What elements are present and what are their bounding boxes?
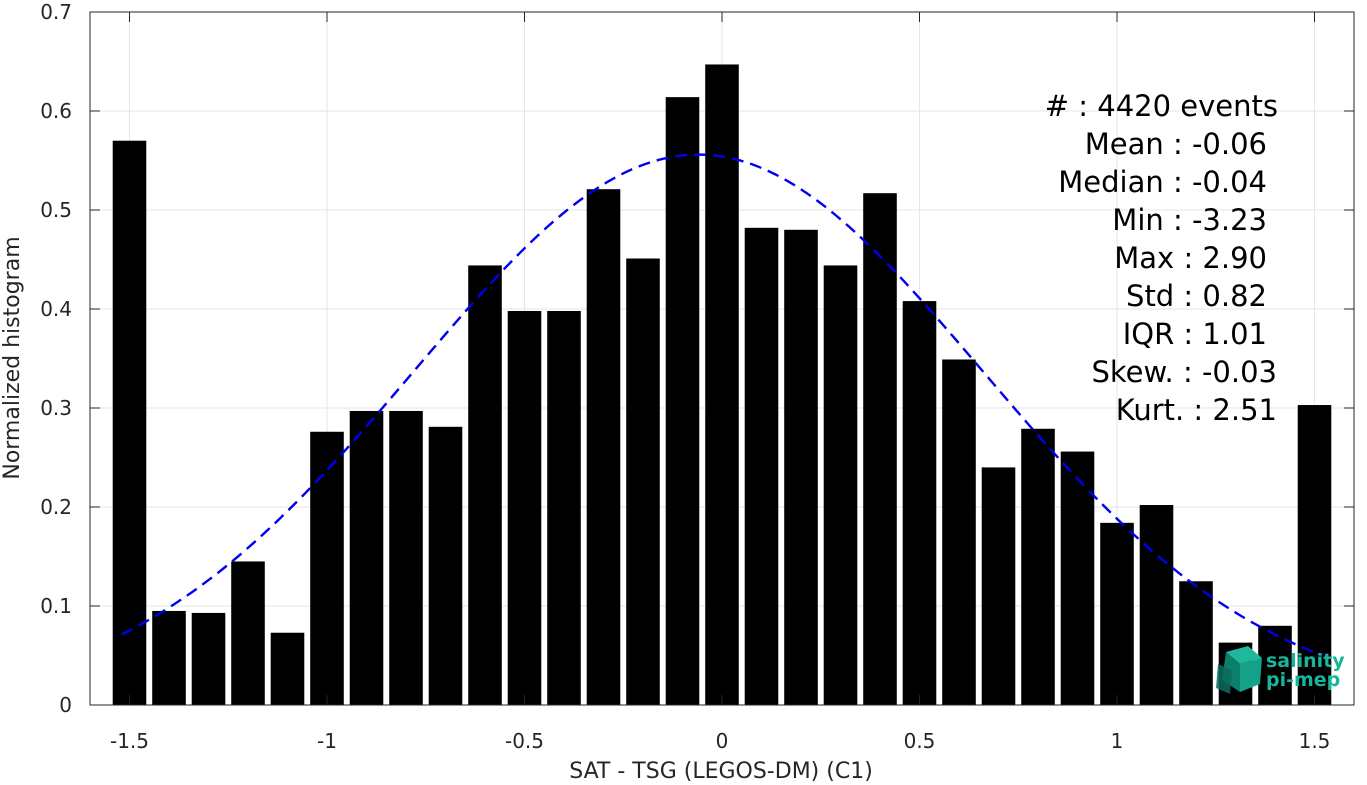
y-tick-label: 0.2 xyxy=(40,495,72,519)
y-tick-label: 0 xyxy=(59,693,72,717)
histogram-bar xyxy=(468,265,502,705)
histogram-bar xyxy=(744,227,779,705)
x-tick-label: -1 xyxy=(317,729,337,753)
histogram-bar xyxy=(112,140,147,705)
x-axis-label: SAT - TSG (LEGOS-DM) (C1) xyxy=(569,759,873,784)
x-tick-label: 1 xyxy=(1111,729,1124,753)
histogram-bar xyxy=(389,410,423,705)
stat-line: IQR : 1.01 xyxy=(1123,317,1267,351)
histogram-bar xyxy=(1060,451,1095,705)
stat-line: # : 4420 events xyxy=(1045,89,1278,123)
x-tick-label: -1.5 xyxy=(110,729,149,753)
stat-line: Min : -3.23 xyxy=(1112,203,1267,237)
histogram-bar xyxy=(1179,581,1213,705)
histogram-bar xyxy=(863,193,897,706)
histogram-bar xyxy=(428,426,463,705)
gaussian-fit-curve xyxy=(121,153,1323,657)
histogram-bar xyxy=(231,561,265,705)
histogram-bar xyxy=(981,467,1016,705)
stat-line: Mean : -0.06 xyxy=(1085,127,1267,161)
histogram-bar xyxy=(665,97,700,705)
histogram-bar xyxy=(270,632,305,705)
histogram-bar xyxy=(1297,405,1332,705)
logo-line2: pi-mep xyxy=(1266,669,1340,691)
histogram-bar xyxy=(1021,428,1055,705)
logo-line1: salinity xyxy=(1266,650,1345,672)
y-tick-label: 0.7 xyxy=(40,0,72,24)
histogram-bar xyxy=(191,612,226,705)
y-tick-label: 0.6 xyxy=(40,99,72,123)
histogram-bar xyxy=(547,310,581,705)
histogram-bar xyxy=(942,359,976,705)
y-tick-label: 0.5 xyxy=(40,198,72,222)
y-tick-label: 0.4 xyxy=(40,297,72,321)
stat-line: Median : -0.04 xyxy=(1058,165,1267,199)
histogram-bar xyxy=(586,189,621,705)
stat-line: Max : 2.90 xyxy=(1114,241,1267,275)
histogram-bar xyxy=(152,610,186,705)
y-tick-label: 0.1 xyxy=(40,594,72,618)
histogram-bar xyxy=(1139,505,1174,705)
axis-ticks xyxy=(90,11,1354,706)
histogram-bar xyxy=(626,258,660,705)
histogram-bar xyxy=(705,64,739,706)
stat-line: Kurt. : 2.51 xyxy=(1116,393,1277,427)
histogram-bar xyxy=(823,265,858,705)
histogram-bar xyxy=(1100,522,1134,705)
x-tick-labels: -1.5 -1 -0.5 0 0.5 1 1.5 xyxy=(110,729,1330,753)
x-tick-label: 0 xyxy=(716,729,729,753)
histogram-bar xyxy=(902,301,937,705)
x-tick-label: 1.5 xyxy=(1299,729,1331,753)
cube-logo-icon xyxy=(1216,646,1262,694)
histogram-bar xyxy=(349,410,384,705)
x-tick-label: 0.5 xyxy=(904,729,936,753)
bars xyxy=(112,64,1332,706)
histogram-bar xyxy=(310,431,344,705)
y-axis-label: Normalized histogram xyxy=(0,236,25,479)
y-tick-label: 0.3 xyxy=(40,396,72,420)
y-tick-labels: 0 0.1 0.2 0.3 0.4 0.5 0.6 0.7 xyxy=(40,0,72,717)
histogram-bar xyxy=(507,310,542,705)
salinity-pi-mep-logo: salinity pi-mep xyxy=(1216,646,1345,694)
stats-annotation: # : 4420 events Mean : -0.06 Median : -0.0… xyxy=(1045,89,1278,427)
x-tick-label: -0.5 xyxy=(505,729,544,753)
histogram-bar xyxy=(784,229,818,706)
stat-line: Std : 0.82 xyxy=(1126,279,1267,313)
stat-line: Skew. : -0.03 xyxy=(1091,355,1277,389)
